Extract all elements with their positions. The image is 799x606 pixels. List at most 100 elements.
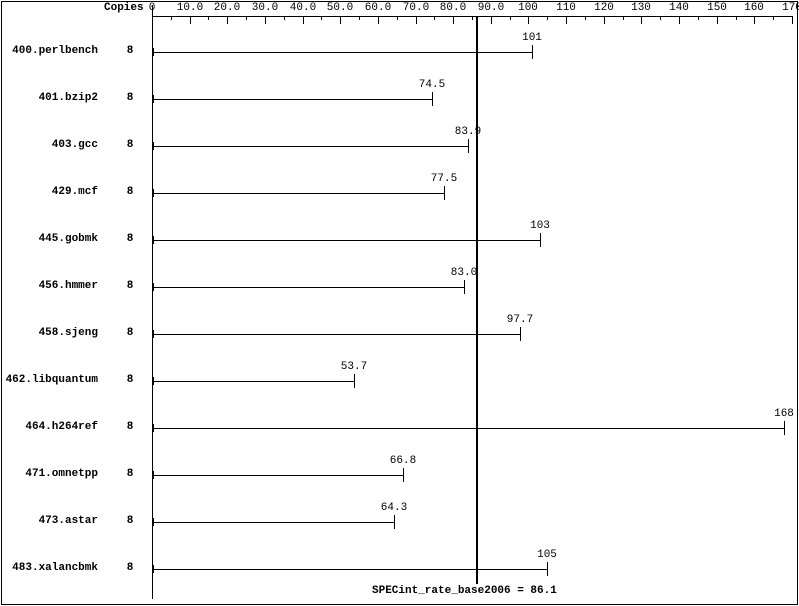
benchmark-name: 458.sjeng — [0, 327, 98, 339]
copies-value: 8 — [120, 45, 140, 57]
x-tick-label: 30.0 — [252, 2, 278, 14]
bar-endcap — [403, 468, 404, 482]
spec-rate-chart: 010.020.030.040.050.060.070.080.090.0100… — [0, 0, 799, 606]
bar-value-label: 103 — [530, 220, 550, 232]
benchmark-name: 473.astar — [0, 515, 98, 527]
x-tick-major — [453, 16, 454, 24]
bar-line — [153, 240, 540, 241]
x-tick-label: 130 — [631, 2, 651, 14]
copies-value: 8 — [120, 468, 140, 480]
x-tick-label: 20.0 — [214, 2, 240, 14]
x-tick-label: 90.0 — [478, 2, 504, 14]
x-tick-label: 60.0 — [365, 2, 391, 14]
bar-startcap — [153, 330, 154, 338]
bar-value-label: 74.5 — [419, 79, 445, 91]
bar-endcap — [354, 374, 355, 388]
bar-line — [153, 99, 432, 100]
bar-endcap — [468, 139, 469, 153]
x-tick-minor — [585, 16, 586, 20]
copies-value: 8 — [120, 92, 140, 104]
bar-line — [153, 287, 464, 288]
x-tick-label: 170 — [782, 2, 799, 14]
x-tick-label: 80.0 — [440, 2, 466, 14]
x-tick-minor — [397, 16, 398, 20]
copies-header: Copies — [104, 2, 144, 14]
x-tick-label: 160 — [744, 2, 764, 14]
x-tick-label: 40.0 — [290, 2, 316, 14]
baseline-label: SPECint_rate_base2006 = 86.1 — [372, 585, 557, 597]
bar-endcap — [532, 45, 533, 59]
bar-value-label: 105 — [537, 549, 557, 561]
x-tick-minor — [171, 16, 172, 20]
x-tick-major — [679, 16, 680, 24]
x-tick-minor — [246, 16, 247, 20]
bar-value-label: 77.5 — [431, 173, 457, 185]
x-tick-major — [491, 16, 492, 24]
benchmark-name: 462.libquantum — [0, 374, 98, 386]
x-tick-label: 110 — [556, 2, 576, 14]
benchmark-name: 403.gcc — [0, 139, 98, 151]
bar-startcap — [153, 95, 154, 103]
benchmark-name: 464.h264ref — [0, 421, 98, 433]
x-tick-major — [754, 16, 755, 24]
x-tick-major — [340, 16, 341, 24]
x-tick-minor — [321, 16, 322, 20]
bar-line — [153, 381, 354, 382]
x-tick-minor — [623, 16, 624, 20]
x-tick-minor — [434, 16, 435, 20]
copies-value: 8 — [120, 280, 140, 292]
copies-value: 8 — [120, 421, 140, 433]
baseline-line — [476, 16, 478, 584]
bar-value-label: 64.3 — [381, 502, 407, 514]
bar-startcap — [153, 189, 154, 197]
bar-line — [153, 146, 468, 147]
copies-value: 8 — [120, 233, 140, 245]
bar-line — [153, 193, 444, 194]
x-tick-major — [303, 16, 304, 24]
x-tick-major — [416, 16, 417, 24]
bar-startcap — [153, 565, 154, 573]
bar-value-label: 97.7 — [507, 314, 533, 326]
bar-value-label: 168 — [774, 408, 794, 420]
x-tick-minor — [773, 16, 774, 20]
bar-startcap — [153, 48, 154, 56]
x-tick-label: 10.0 — [177, 2, 203, 14]
x-tick-label: 70.0 — [403, 2, 429, 14]
bar-startcap — [153, 283, 154, 291]
x-tick-major — [190, 16, 191, 24]
copies-value: 8 — [120, 186, 140, 198]
bar-startcap — [153, 377, 154, 385]
benchmark-name: 483.xalancbmk — [0, 562, 98, 574]
bar-value-label: 83.0 — [451, 267, 477, 279]
bar-endcap — [432, 92, 433, 106]
x-tick-major — [604, 16, 605, 24]
x-tick-minor — [284, 16, 285, 20]
bar-endcap — [464, 280, 465, 294]
x-tick-minor — [736, 16, 737, 20]
bar-endcap — [520, 327, 521, 341]
bar-endcap — [394, 515, 395, 529]
bar-endcap — [444, 186, 445, 200]
x-tick-major — [378, 16, 379, 24]
bar-startcap — [153, 424, 154, 432]
copies-value: 8 — [120, 139, 140, 151]
bar-startcap — [153, 471, 154, 479]
copies-value: 8 — [120, 374, 140, 386]
x-tick-major — [641, 16, 642, 24]
bar-value-label: 66.8 — [390, 455, 416, 467]
x-tick-major — [227, 16, 228, 24]
bar-startcap — [153, 518, 154, 526]
bar-value-label: 53.7 — [341, 361, 367, 373]
copies-value: 8 — [120, 562, 140, 574]
benchmark-name: 456.hmmer — [0, 280, 98, 292]
bar-endcap — [547, 562, 548, 576]
copies-value: 8 — [120, 515, 140, 527]
benchmark-name: 445.gobmk — [0, 233, 98, 245]
x-tick-major — [528, 16, 529, 24]
bar-line — [153, 428, 784, 429]
benchmark-name: 400.perlbench — [0, 45, 98, 57]
x-tick-minor — [698, 16, 699, 20]
x-tick-major — [265, 16, 266, 24]
x-tick-major — [717, 16, 718, 24]
x-tick-minor — [510, 16, 511, 20]
